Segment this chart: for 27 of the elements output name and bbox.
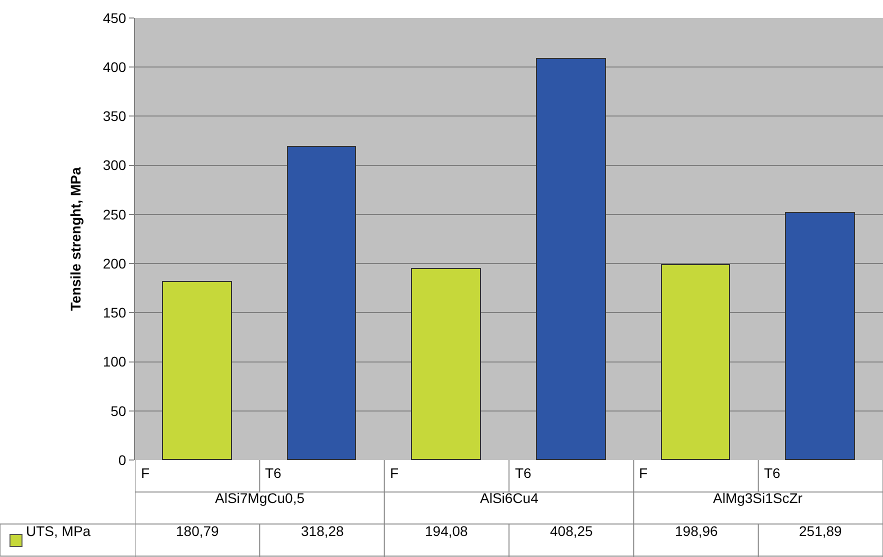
y-tick-label: 50 bbox=[110, 402, 126, 419]
x-tick-label: T6 bbox=[764, 465, 781, 481]
data-label: 180,79 bbox=[176, 523, 220, 539]
y-axis-title: Tensile strenght, MPa bbox=[67, 166, 84, 311]
y-tick-label: 200 bbox=[102, 255, 126, 272]
text: AlSi7MgCu0,5 bbox=[215, 490, 305, 506]
data-label: 194,08 bbox=[425, 523, 468, 539]
data-label: 198,96 bbox=[675, 523, 718, 539]
y-tick-label: 250 bbox=[102, 206, 126, 222]
y-tick-label: 0 bbox=[118, 452, 126, 468]
x-tick-label: F bbox=[639, 465, 648, 481]
legend-label: UTS, MPa bbox=[26, 523, 91, 539]
y-tick-label: 100 bbox=[102, 354, 126, 370]
x-tick-label: F bbox=[141, 465, 150, 481]
text: AlMg3Si1ScZr bbox=[713, 490, 803, 506]
data-label: 318,28 bbox=[301, 523, 344, 539]
y-tick-label: 450 bbox=[102, 10, 126, 26]
x-tick-label: F bbox=[390, 465, 399, 481]
x-tick-label: T6 bbox=[515, 465, 532, 481]
y-tick-label: 300 bbox=[102, 157, 126, 174]
y-tick-label: 150 bbox=[102, 304, 126, 321]
x-tick-label: T6 bbox=[265, 465, 282, 481]
y-tick-label: 400 bbox=[102, 59, 126, 76]
y-tick-label: 350 bbox=[102, 108, 126, 124]
data-label: 251,89 bbox=[799, 523, 842, 539]
text: AlSi6Cu4 bbox=[480, 490, 539, 506]
data-label: 408,25 bbox=[550, 523, 594, 539]
